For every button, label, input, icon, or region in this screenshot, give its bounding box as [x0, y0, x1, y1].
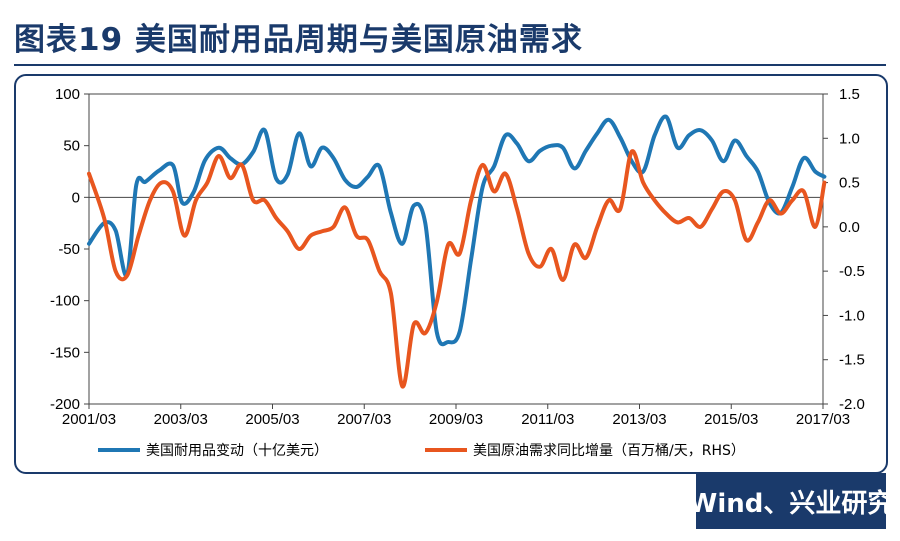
source-badge: Wind、兴业研究 — [689, 473, 893, 529]
y-right-tick-label: 0.5 — [839, 175, 860, 192]
legend: 美国耐用品变动（十亿美元） 美国原油需求同比增量（百万桶/天，RHS） — [98, 443, 745, 459]
y-left-tick-label: -100 — [50, 293, 80, 310]
y-right-tick-label: -1.0 — [839, 307, 865, 324]
legend-label-oil-demand: 美国原油需求同比增量（百万桶/天，RHS） — [473, 443, 745, 459]
axes: 100 50 0 -50 -100 -150 -200 1.5 1.0 0.5 0.0 -0.5 -1.… — [50, 86, 865, 428]
y-left-tick-label: -150 — [50, 344, 80, 361]
x-tick-label: 2013/03 — [612, 411, 666, 428]
series-lines — [87, 114, 827, 389]
x-tick-label: 2001/03 — [62, 411, 116, 428]
y-left-tick-label: 50 — [63, 138, 80, 155]
x-tick-label: 2009/03 — [429, 411, 483, 428]
series-line-durable-goods — [87, 114, 827, 347]
y-left-tick-label: -200 — [50, 396, 80, 413]
x-tick-label: 2011/03 — [521, 411, 574, 428]
y-right-tick-label: 1.0 — [839, 130, 860, 147]
title-rule — [14, 64, 886, 66]
y-left-tick-label: 100 — [55, 86, 80, 103]
y-right-tick-label: 0.0 — [839, 219, 860, 236]
x-tick-label: 2017/03 — [796, 411, 850, 428]
y-right-tick-label: -2.0 — [839, 396, 865, 413]
chart-frame — [14, 74, 888, 474]
x-tick-label: 2007/03 — [337, 411, 391, 428]
legend-label-durable-goods: 美国耐用品变动（十亿美元） — [146, 443, 328, 459]
y-right-tick-label: -1.5 — [839, 352, 865, 369]
page-title: 图表19 美国耐用品周期与美国原油需求 — [14, 22, 583, 58]
y-left-tick-label: 0 — [72, 189, 80, 206]
y-right-tick-label: 1.5 — [839, 86, 860, 103]
y-left-tick-label: -50 — [58, 241, 80, 258]
y-right-tick-label: -0.5 — [839, 263, 865, 280]
series-line-oil-demand — [87, 149, 827, 389]
x-tick-label: 2005/03 — [245, 411, 299, 428]
x-tick-label: 2015/03 — [704, 411, 758, 428]
x-tick-label: 2003/03 — [154, 411, 208, 428]
